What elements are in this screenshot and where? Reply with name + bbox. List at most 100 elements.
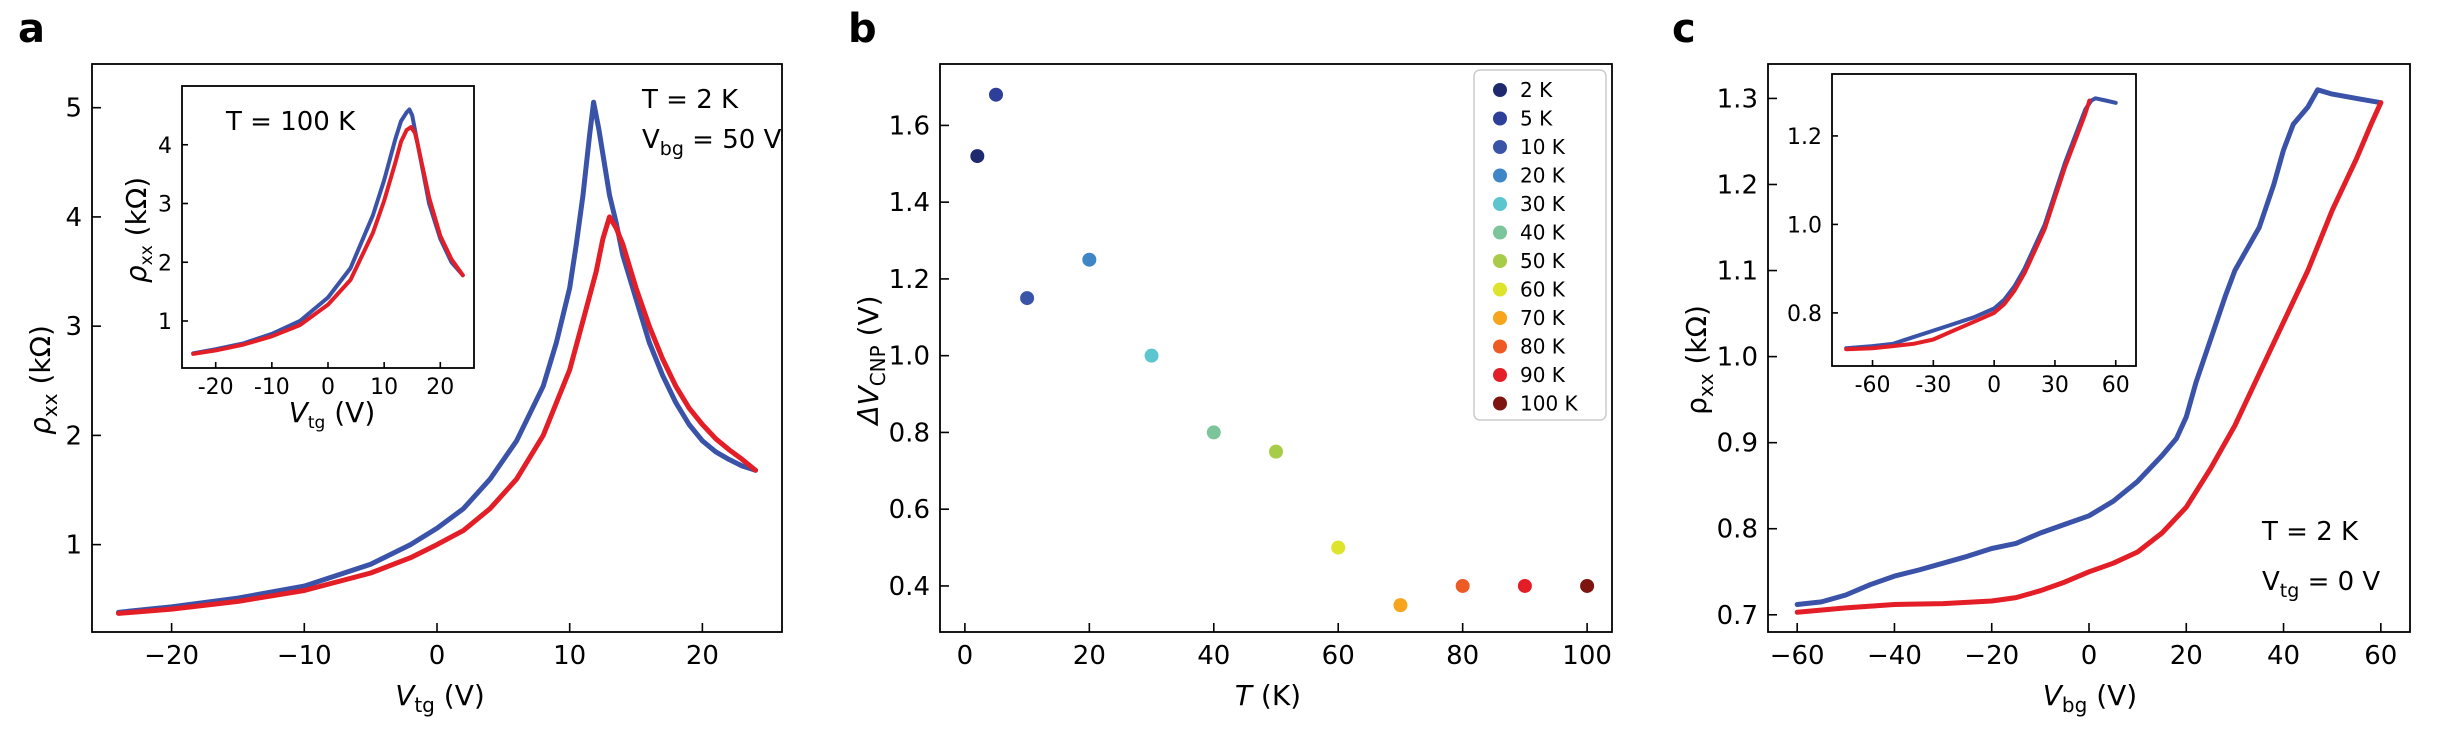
panel-c-inset-series-1	[1844, 98, 2092, 352]
panel-b-legend-label: 20 K	[1520, 164, 1566, 188]
panel-a-xtick-label: −10	[277, 641, 332, 671]
panel-c-series-1	[1794, 100, 2384, 615]
panel-b-xtick-label: 80	[1446, 641, 1479, 671]
panel-b-ytick-label: 1.0	[889, 342, 930, 372]
panel-a-inset-ytick-label: 2	[158, 251, 172, 276]
panel-a-xtick-label: 0	[429, 641, 446, 671]
panel-c-inset-ytick-label: 1.0	[1787, 213, 1822, 238]
panel-c-ytick-label: 1.2	[1717, 170, 1758, 200]
panel-b-xtick-label: 100	[1562, 641, 1612, 671]
panel-a-inset-xtick-label: -10	[254, 375, 290, 400]
panel-a-inset-frame	[181, 85, 475, 369]
panel-b-point	[1020, 291, 1035, 306]
panel-b-legend-marker	[1493, 339, 1507, 354]
panel-a-temperature-annotation: T = 2 K	[641, 85, 739, 115]
panel-c-inset-xtick-label: 30	[2041, 373, 2069, 398]
panel-b-legend-label: 100 K	[1520, 392, 1579, 416]
panel-b-legend-marker	[1493, 396, 1507, 411]
panel-a-xtick-label: 20	[686, 641, 719, 671]
panel-a-xtick-label: −20	[144, 641, 199, 671]
panel-c-xtick-label: 60	[2364, 641, 2397, 671]
panel-a-inset-xlabel: Vtg (V)	[289, 396, 376, 433]
panel-a-series-1	[116, 214, 758, 616]
panel-b-point	[1082, 252, 1097, 267]
panel-a-inset-xtick-label: 20	[426, 375, 454, 400]
panel-b-point	[1393, 598, 1408, 613]
panel-c-xtick-label: 0	[2081, 641, 2098, 671]
panel-c-inset-xtick-label: -60	[1855, 373, 1891, 398]
panel-c-inset-ytick-label: 0.8	[1787, 302, 1822, 327]
panel-b-ytick-label: 0.6	[889, 495, 930, 525]
panel-b-point	[1206, 425, 1221, 440]
panel-a-inset-xtick-label: 10	[370, 375, 398, 400]
panel-b-ytick-label: 1.2	[889, 265, 930, 295]
panel-a-xtick-label: 10	[553, 641, 586, 671]
panel-b-legend-marker	[1493, 368, 1507, 382]
panel-a-inset-ylabel: ρxx (kΩ)	[120, 177, 157, 283]
panel-a-inset-xtick-label: -20	[198, 375, 234, 400]
panel-c-xtick-label: 20	[2170, 641, 2203, 671]
panel-b-xtick-label: 0	[957, 641, 974, 671]
panel-c-inset-xtick-label: 60	[2102, 373, 2130, 398]
panel-b-point	[1580, 578, 1595, 593]
panel-c-inset-xtick-label: 0	[1987, 373, 2001, 398]
panel-a-xlabel: Vtg (V)	[395, 679, 485, 717]
panel-c-inset-xtick-label: -30	[1915, 373, 1951, 398]
panel-c-ytick-label: 1.3	[1717, 84, 1758, 114]
panel-c-letter: c	[1672, 6, 1696, 52]
panel-a-ytick-label: 2	[65, 421, 82, 451]
panel-b-legend-label: 10 K	[1520, 135, 1566, 159]
panel-b-legend-label: 70 K	[1520, 306, 1566, 330]
panel-b-xlabel: T (K)	[1235, 679, 1301, 712]
panel-b-legend-label: 80 K	[1520, 335, 1566, 359]
panel-b-point	[1455, 578, 1470, 593]
panel-c-xlabel: Vbg (V)	[2043, 679, 2137, 717]
panel-b-legend-marker	[1493, 254, 1507, 268]
panel-a-ylabel: ρxx (kΩ)	[24, 325, 62, 435]
panel-c-ylabel: ρxx (kΩ)	[1680, 305, 1718, 415]
panel-b-legend-label: 40 K	[1520, 221, 1566, 245]
panel-b-legend: 2 K 5 K 10 K 20 K 30 K 40 K 50 K 60 K 70 K 80 K 90…	[1473, 69, 1607, 421]
panel-a-inset-annotation: T = 100 K	[225, 107, 356, 137]
panel-b-xtick-label: 20	[1073, 641, 1106, 671]
panel-a-inset-ytick-label: 1	[158, 310, 172, 335]
panel-b-point	[989, 87, 1003, 102]
panel-c-ytick-label: 0.8	[1717, 515, 1758, 545]
panel-c-series-0	[1794, 87, 2384, 607]
panel-b-ytick-label: 1.4	[889, 188, 930, 218]
panel-a-inset-ytick-label: 3	[158, 193, 172, 218]
panel-b-legend-label: 2 K	[1520, 78, 1553, 102]
panel-c-xtick-label: −40	[1867, 641, 1922, 671]
panel-b-ytick-label: 1.6	[889, 111, 930, 141]
panel-b-legend-marker	[1493, 140, 1507, 154]
panel-a-letter: a	[18, 6, 45, 52]
panel-b-legend-label: 90 K	[1520, 363, 1566, 387]
panel-a-inset-xtick-label: 0	[321, 375, 335, 400]
panel-b-legend-marker	[1493, 197, 1507, 211]
panel-b-legend-marker	[1493, 83, 1507, 97]
panel-c-xtick-label: 40	[2267, 641, 2300, 671]
panel-c-chart: −60 −40 −20 0 20 40 60 0.7 0.8 0.9 1.0 1.1 1.2 1.3 T …	[1680, 63, 2411, 717]
panel-b-legend-label: 5 K	[1520, 107, 1553, 131]
panel-b-ytick-label: 0.8	[889, 418, 930, 448]
panel-b-xtick-label: 40	[1197, 641, 1230, 671]
panel-b-letter: b	[848, 6, 877, 52]
panel-a-ytick-label: 3	[65, 312, 82, 342]
panel-a-inset-ytick-label: 4	[158, 134, 172, 159]
panel-c-ytick-label: 1.1	[1717, 257, 1758, 287]
panel-b-legend-marker	[1493, 311, 1507, 325]
panel-b-legend-marker	[1493, 111, 1507, 126]
panel-a-ytick-label: 1	[65, 531, 82, 561]
panel-c-ytick-label: 1.0	[1717, 343, 1758, 373]
panel-b-legend-marker	[1493, 282, 1507, 297]
panel-c-xtick-label: −60	[1770, 641, 1825, 671]
panel-b-legend-marker	[1493, 225, 1507, 240]
panel-b-legend-label: 50 K	[1520, 249, 1566, 273]
panel-b-ytick-label: 0.4	[889, 572, 930, 602]
panel-c-ytick-label: 0.9	[1717, 429, 1758, 459]
panel-b-legend-marker	[1493, 168, 1507, 183]
panel-b-point	[970, 149, 985, 164]
panel-b-ylabel: ΔVCNP (V)	[852, 295, 890, 426]
